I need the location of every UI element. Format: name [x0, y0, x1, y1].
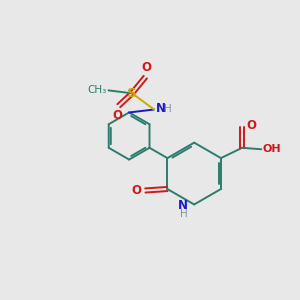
- Text: OH: OH: [263, 144, 281, 154]
- Text: H: H: [164, 104, 171, 114]
- Text: O: O: [247, 118, 256, 132]
- Text: O: O: [142, 61, 152, 74]
- Text: S: S: [127, 87, 137, 100]
- Text: O: O: [112, 109, 122, 122]
- Text: N: N: [178, 200, 188, 212]
- Text: O: O: [132, 184, 142, 197]
- Text: H: H: [180, 209, 188, 219]
- Text: CH₃: CH₃: [87, 85, 106, 95]
- Text: N: N: [156, 102, 166, 116]
